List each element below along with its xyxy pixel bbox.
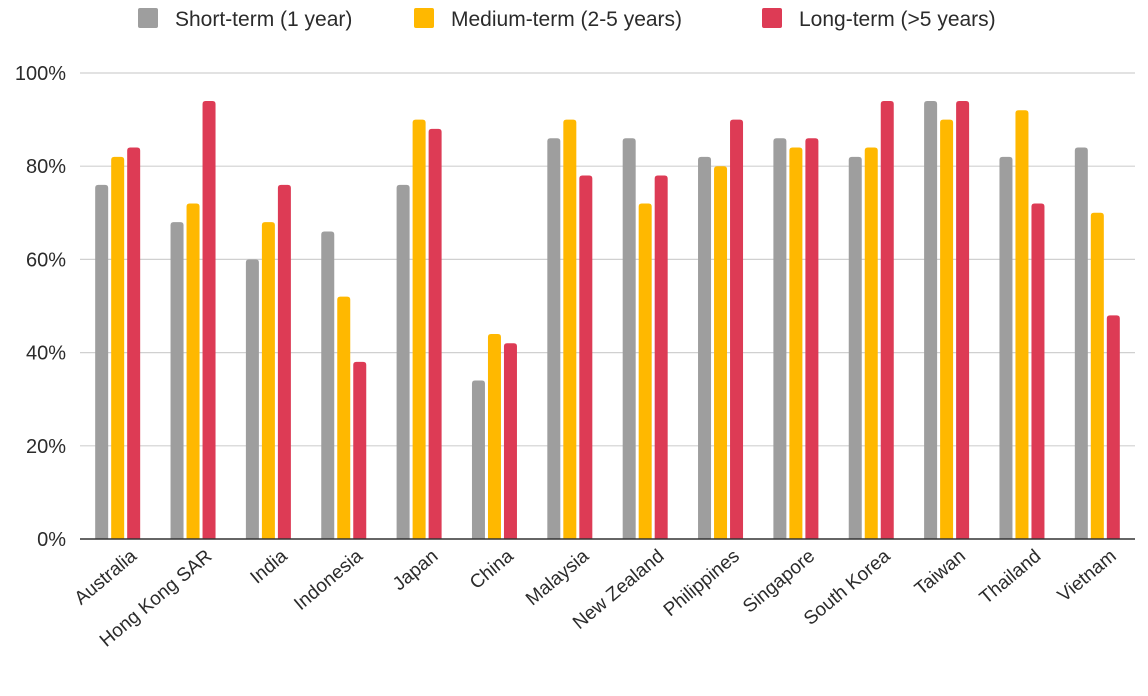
legend-label: Short-term (1 year) <box>175 8 352 31</box>
bar-short-term-hong-kong-sar <box>170 222 184 539</box>
bar-short-term-vietnam <box>1074 147 1088 539</box>
bar-medium-term-china <box>487 333 501 539</box>
bar-long-term-indonesia <box>353 361 367 539</box>
bar-long-term-new-zealand <box>654 175 668 539</box>
x-category-label: Philippines <box>660 546 744 621</box>
y-tick-label: 40% <box>26 343 66 365</box>
x-category-label: Vietnam <box>1054 546 1121 607</box>
bar-medium-term-thailand <box>1015 110 1029 539</box>
bar-short-term-philippines <box>698 156 712 539</box>
bar-long-term-hong-kong-sar <box>202 100 216 540</box>
legend-label: Medium-term (2-5 years) <box>451 8 682 31</box>
bar-long-term-australia <box>127 147 141 539</box>
bar-medium-term-japan <box>412 119 426 539</box>
x-category-label: China <box>466 545 518 593</box>
bar-short-term-indonesia <box>321 231 335 539</box>
y-tick-label: 100% <box>15 63 66 85</box>
bar-long-term-japan <box>428 128 442 540</box>
bar-short-term-new-zealand <box>622 138 636 540</box>
bar-medium-term-india <box>261 222 275 539</box>
x-category-label: Australia <box>71 545 141 609</box>
bar-short-term-singapore <box>773 138 787 540</box>
bar-medium-term-new-zealand <box>638 203 652 540</box>
bar-short-term-australia <box>95 184 109 539</box>
x-category-label: Indonesia <box>290 545 367 614</box>
legend-swatch <box>762 8 782 28</box>
bar-medium-term-singapore <box>789 147 803 539</box>
bar-medium-term-hong-kong-sar <box>186 203 200 540</box>
bar-long-term-south-korea <box>880 100 894 540</box>
bar-medium-term-indonesia <box>337 296 351 539</box>
legend-swatch <box>414 8 434 28</box>
bar-long-term-malaysia <box>579 175 593 539</box>
bar-long-term-singapore <box>805 138 819 540</box>
x-category-label: Thailand <box>976 546 1045 609</box>
legend-swatch <box>138 8 158 28</box>
bar-short-term-taiwan <box>924 100 938 540</box>
y-tick-label: 0% <box>37 529 66 551</box>
bar-short-term-china <box>471 380 485 539</box>
y-tick-label: 20% <box>26 436 66 458</box>
legend-label: Long-term (>5 years) <box>799 8 996 31</box>
bar-short-term-south-korea <box>848 156 862 539</box>
bar-short-term-india <box>245 259 259 539</box>
bar-medium-term-malaysia <box>563 119 577 539</box>
y-tick-label: 80% <box>26 156 66 178</box>
x-category-label: Malaysia <box>522 545 593 610</box>
x-category-label: Taiwan <box>911 546 970 600</box>
bar-medium-term-philippines <box>714 166 728 539</box>
bar-long-term-thailand <box>1031 203 1045 540</box>
bar-long-term-philippines <box>730 119 744 539</box>
x-category-label: Japan <box>389 546 442 595</box>
legend: Short-term (1 year) Medium-term (2-5 year… <box>138 8 996 31</box>
bar-long-term-india <box>277 184 291 539</box>
bar-medium-term-vietnam <box>1090 212 1104 540</box>
x-category-label: India <box>247 545 292 588</box>
bar-short-term-malaysia <box>547 138 561 540</box>
bar-long-term-taiwan <box>956 100 970 540</box>
y-tick-label: 60% <box>26 249 66 271</box>
bar-short-term-thailand <box>999 156 1013 539</box>
bars <box>95 100 1120 540</box>
bar-short-term-japan <box>396 184 410 539</box>
bar-long-term-vietnam <box>1106 315 1120 539</box>
gridlines <box>80 72 1135 447</box>
bar-long-term-china <box>503 343 517 539</box>
y-axis: 0% 20% 40% 60% 80% 100% <box>15 63 66 551</box>
bar-medium-term-south-korea <box>864 147 878 539</box>
bar-medium-term-taiwan <box>940 119 954 539</box>
bar-medium-term-australia <box>111 156 125 539</box>
